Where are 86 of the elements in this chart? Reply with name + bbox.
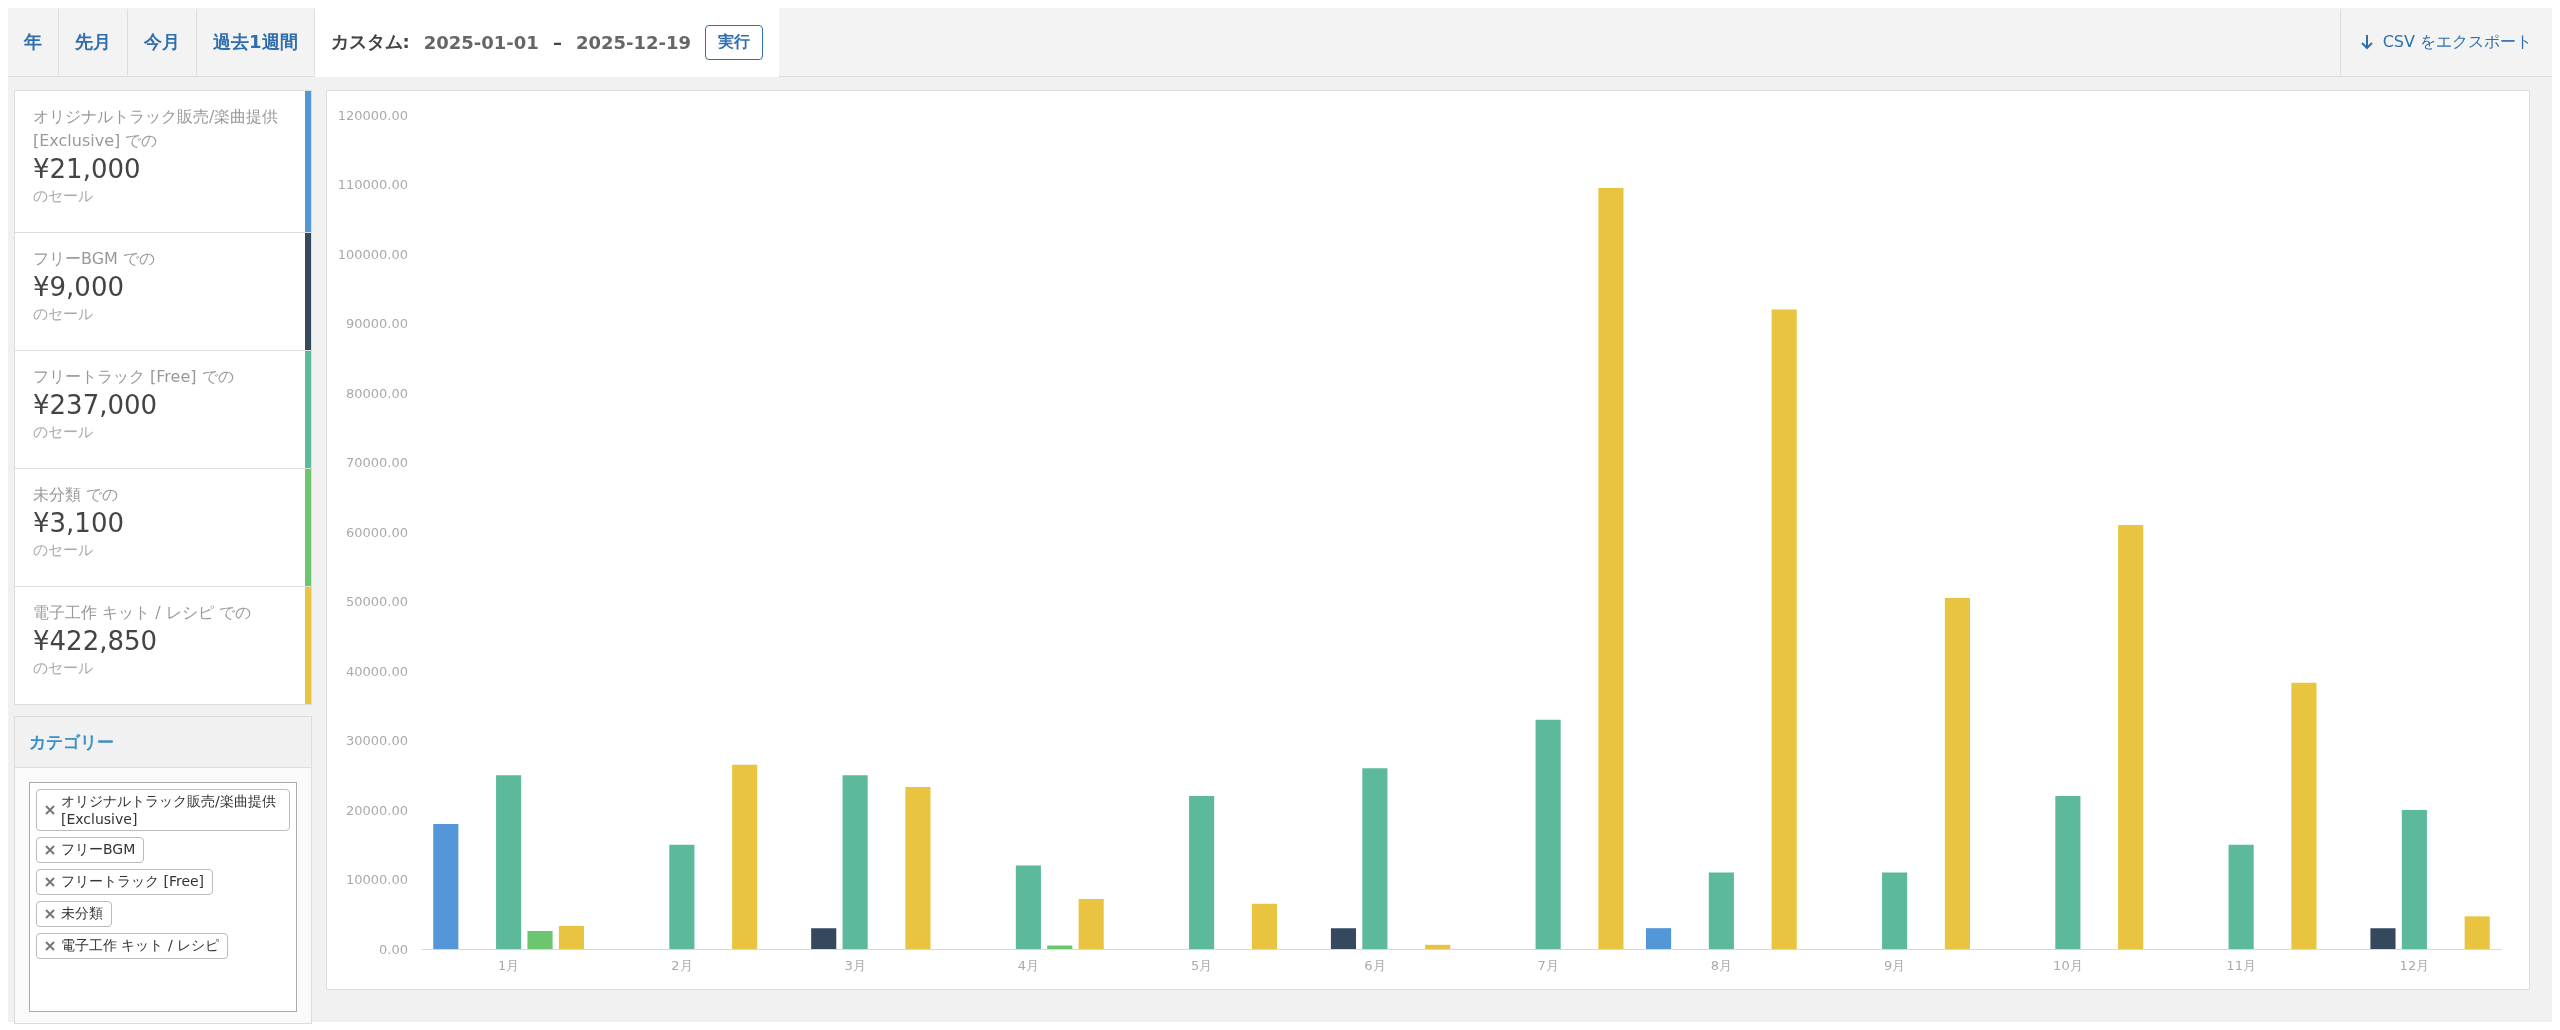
y-tick-label: 100000.00 [337, 246, 408, 262]
text: カスタム: [330, 30, 410, 54]
bar [905, 787, 931, 949]
bar [1362, 768, 1388, 949]
bar [2055, 796, 2081, 949]
text: フリートラック [Free] での [33, 366, 235, 388]
bar [496, 775, 522, 949]
text: 実行 [705, 24, 764, 60]
text: のセール [33, 422, 94, 443]
bar [2291, 682, 2317, 949]
bar [527, 930, 553, 949]
text: オリジナルトラック販売/楽曲提供 [Exclusive] での [33, 106, 280, 152]
x-tick-label: 7月 [1537, 958, 1559, 973]
filter-tag: オリジナルトラック販売/楽曲提供 [Exclusive] [36, 789, 290, 831]
bar [1251, 903, 1277, 949]
bar [1708, 872, 1734, 949]
y-tick-label: 0.00 [379, 941, 408, 957]
bar [1189, 796, 1215, 949]
text: のセール [33, 540, 94, 561]
x-tick-label: 9月 [1883, 958, 1906, 973]
x-tick-label: 5月 [1190, 958, 1213, 973]
x-tick-label: 10月 [2053, 958, 2083, 973]
y-tick-label: 10000.00 [345, 872, 408, 887]
text: ¥237,000 [33, 389, 159, 421]
bar [1330, 928, 1357, 949]
filter-tag: フリーBGM [36, 837, 145, 863]
bar [2228, 844, 2254, 949]
filter-tag: 電子工作 キット / レシピ [36, 933, 229, 959]
x-tick-label: 11月 [2226, 958, 2256, 973]
y-tick-label: 110000.00 [337, 177, 408, 192]
text: 年 [8, 9, 59, 75]
text: CSV をエクスポート [2382, 31, 2532, 53]
bar [1646, 928, 1672, 949]
y-tick-label: 20000.00 [345, 802, 408, 818]
text: カテゴリー [15, 717, 311, 768]
x-tick-label: 2月 [671, 958, 693, 973]
x-tick-label: 3月 [844, 958, 866, 973]
y-tick-label: 70000.00 [345, 455, 408, 470]
text: 先月 [59, 9, 128, 75]
text: 今月 [128, 9, 197, 75]
bar [1598, 187, 1624, 949]
text: フリーBGM での [33, 248, 156, 270]
text: ¥3,100 [33, 507, 125, 539]
bar [1771, 309, 1797, 949]
bar [1944, 598, 1970, 949]
y-tick-label: 50000.00 [345, 594, 408, 609]
bar [1015, 865, 1041, 949]
bar [2370, 928, 2396, 949]
text: ¥9,000 [33, 271, 125, 303]
bar [1425, 944, 1451, 949]
filter-tag: 未分類 [36, 901, 112, 927]
text: – [552, 31, 562, 53]
x-tick-label: 6月 [1364, 958, 1386, 973]
text: のセール [33, 658, 94, 679]
filter-tag: フリートラック [Free] [36, 869, 214, 895]
bar [811, 928, 837, 949]
bar [842, 775, 868, 949]
text: ¥422,850 [33, 625, 159, 657]
text: のセール [33, 304, 94, 325]
text: 過去1週間 [197, 9, 315, 75]
bar [1882, 872, 1908, 949]
bar [433, 823, 459, 949]
text: 未分類 での [33, 484, 120, 506]
text: 電子工作 キット / レシピ での [33, 602, 252, 624]
text: 2025-01-01 [423, 31, 539, 53]
text: のセール [33, 186, 94, 207]
bar [2401, 810, 2427, 949]
x-tick-label: 1月 [497, 958, 520, 973]
y-tick-label: 40000.00 [345, 663, 408, 679]
y-tick-label: 30000.00 [345, 733, 408, 748]
bar [1078, 898, 1104, 949]
y-tick-label: 90000.00 [345, 316, 408, 331]
y-tick-label: 80000.00 [345, 385, 408, 401]
bar [732, 764, 758, 949]
y-tick-label: 120000.00 [337, 107, 408, 123]
text: 2025-12-19 [575, 31, 692, 53]
x-tick-label: 4月 [1017, 958, 1040, 973]
bar [1535, 719, 1561, 949]
bar [2464, 916, 2490, 949]
bar [2118, 525, 2144, 949]
text: ¥21,000 [33, 153, 142, 185]
x-tick-label: 12月 [2399, 958, 2430, 973]
bar [558, 926, 584, 949]
y-tick-label: 60000.00 [345, 524, 408, 540]
x-tick-label: 8月 [1710, 958, 1733, 973]
bar [669, 844, 695, 949]
